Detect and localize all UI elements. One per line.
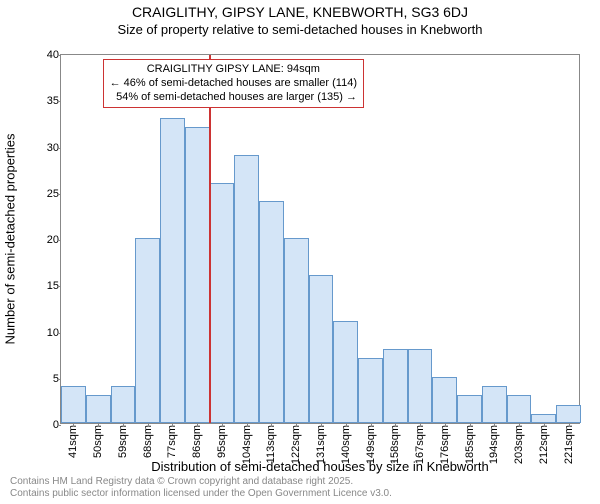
- footer-line: Contains HM Land Registry data © Crown c…: [10, 476, 392, 488]
- x-tick-label: 95sqm: [216, 425, 228, 458]
- x-tick-label: 77sqm: [166, 425, 178, 458]
- x-tick-mark: [420, 423, 421, 427]
- x-tick-label: 86sqm: [191, 425, 203, 458]
- x-tick-mark: [98, 423, 99, 427]
- histogram-bar: [61, 386, 86, 423]
- histogram-bar: [86, 395, 111, 423]
- y-tick-mark: [57, 425, 61, 426]
- y-tick-mark: [57, 194, 61, 195]
- histogram-bar: [333, 321, 358, 423]
- x-tick-mark: [172, 423, 173, 427]
- x-tick-label: 59sqm: [117, 425, 129, 458]
- histogram-bar: [383, 349, 408, 423]
- x-tick-mark: [371, 423, 372, 427]
- x-axis-label: Distribution of semi-detached houses by …: [151, 459, 488, 474]
- y-axis-label: Number of semi-detached properties: [3, 134, 18, 345]
- x-tick-mark: [247, 423, 248, 427]
- annotation-line: ← 46% of semi-detached houses are smalle…: [110, 77, 357, 91]
- x-tick-mark: [470, 423, 471, 427]
- histogram-bar: [432, 377, 457, 423]
- histogram-bar: [507, 395, 532, 423]
- histogram-plot: 051015202530354041sqm50sqm59sqm68sqm77sq…: [60, 54, 580, 424]
- histogram-bar: [234, 155, 259, 423]
- x-tick-mark: [296, 423, 297, 427]
- histogram-bar: [210, 183, 235, 424]
- x-tick-mark: [494, 423, 495, 427]
- histogram-bar: [309, 275, 334, 423]
- x-tick-mark: [346, 423, 347, 427]
- footer-attribution: Contains HM Land Registry data © Crown c…: [10, 476, 392, 500]
- x-tick-mark: [73, 423, 74, 427]
- histogram-bar: [259, 201, 284, 423]
- x-tick-mark: [123, 423, 124, 427]
- x-tick-label: 50sqm: [92, 425, 104, 458]
- x-tick-label: 68sqm: [142, 425, 154, 458]
- histogram-bar: [482, 386, 507, 423]
- x-tick-label: 221sqm: [563, 425, 575, 464]
- x-tick-mark: [395, 423, 396, 427]
- y-tick-mark: [57, 101, 61, 102]
- x-tick-label: 194sqm: [488, 425, 500, 464]
- x-tick-mark: [222, 423, 223, 427]
- y-tick-mark: [57, 55, 61, 56]
- annotation-box: CRAIGLITHY GIPSY LANE: 94sqm← 46% of sem…: [103, 59, 364, 108]
- x-tick-label: 41sqm: [67, 425, 79, 458]
- x-tick-mark: [445, 423, 446, 427]
- histogram-bar: [457, 395, 482, 423]
- x-tick-label: 212sqm: [538, 425, 550, 464]
- x-tick-mark: [519, 423, 520, 427]
- y-tick-mark: [57, 240, 61, 241]
- footer-line: Contains public sector information licen…: [10, 488, 392, 500]
- histogram-bar: [185, 127, 210, 423]
- histogram-bar: [135, 238, 160, 423]
- histogram-bar: [111, 386, 136, 423]
- chart-area: 051015202530354041sqm50sqm59sqm68sqm77sq…: [60, 54, 580, 424]
- page-subtitle: Size of property relative to semi-detach…: [0, 22, 600, 37]
- y-tick-mark: [57, 333, 61, 334]
- y-tick-mark: [57, 286, 61, 287]
- histogram-bar: [408, 349, 433, 423]
- x-tick-mark: [321, 423, 322, 427]
- histogram-bar: [284, 238, 309, 423]
- x-tick-mark: [271, 423, 272, 427]
- x-tick-label: 113sqm: [265, 425, 277, 463]
- x-tick-label: 203sqm: [513, 425, 525, 464]
- annotation-line: 54% of semi-detached houses are larger (…: [110, 91, 357, 105]
- annotation-line: CRAIGLITHY GIPSY LANE: 94sqm: [110, 63, 357, 77]
- histogram-bar: [556, 405, 581, 424]
- x-tick-mark: [544, 423, 545, 427]
- y-tick-mark: [57, 379, 61, 380]
- x-tick-mark: [148, 423, 149, 427]
- histogram-bar: [531, 414, 556, 423]
- x-tick-mark: [197, 423, 198, 427]
- x-tick-mark: [569, 423, 570, 427]
- page-title: CRAIGLITHY, GIPSY LANE, KNEBWORTH, SG3 6…: [0, 4, 600, 20]
- histogram-bar: [160, 118, 185, 423]
- property-marker-line: [209, 55, 211, 423]
- y-tick-mark: [57, 148, 61, 149]
- histogram-bar: [358, 358, 383, 423]
